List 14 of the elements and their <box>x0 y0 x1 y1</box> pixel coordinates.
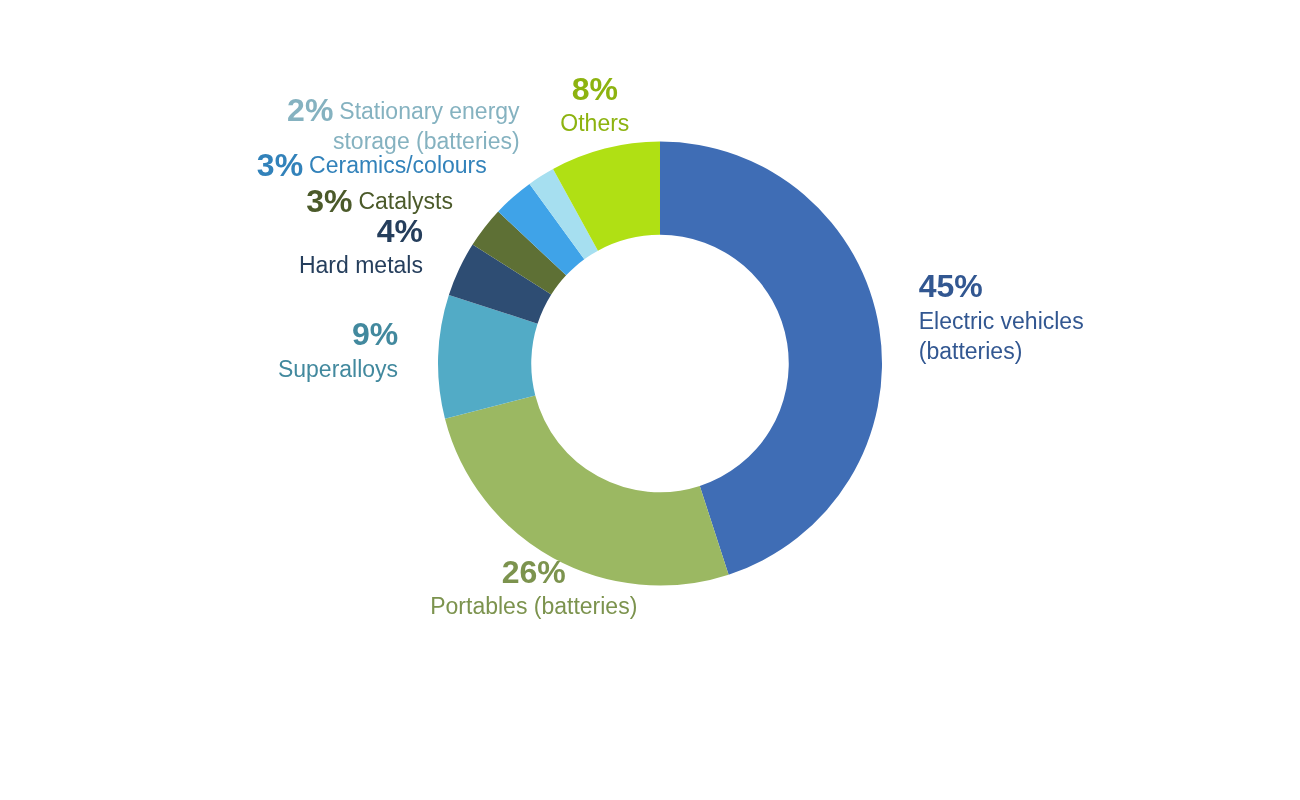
slice-label: Superalloys <box>277 355 399 382</box>
slice-label: Catalysts <box>358 188 453 215</box>
slice-label: Stationary energy storage (batteries) <box>332 97 521 154</box>
data-label: 8% <box>571 70 618 107</box>
data-label: 9% <box>351 316 399 353</box>
slice-label: Portables (batteries) <box>430 593 638 620</box>
slice-label: Electric vehicles (batteries) <box>918 307 1084 364</box>
slice-label: Others <box>560 110 630 137</box>
data-label: 26% <box>501 553 566 590</box>
slice-label: Hard metals <box>298 252 423 279</box>
data-label: 3% <box>256 146 304 183</box>
data-label: 3% <box>306 182 353 219</box>
data-label: 2% <box>287 92 334 129</box>
data-label: 45% <box>918 268 983 305</box>
